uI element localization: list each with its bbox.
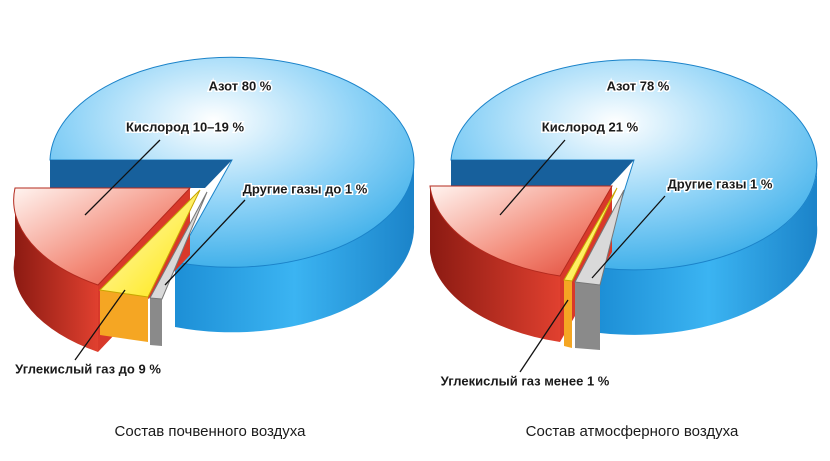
wedge-side bbox=[600, 160, 818, 335]
pie-soil: Азот 80 % Кислород 10–19 % Другие газы д… bbox=[13, 56, 415, 440]
wedge-face bbox=[575, 282, 600, 350]
wedge-top bbox=[49, 56, 415, 268]
pie-atmosphere: Азот 78 % Кислород 21 % Другие газы 1 % … bbox=[429, 59, 818, 440]
wedge-side bbox=[175, 160, 415, 333]
wedge-top bbox=[149, 191, 208, 300]
cut-wall bbox=[50, 160, 232, 188]
leader-line bbox=[74, 289, 126, 361]
wedge-side bbox=[13, 188, 99, 352]
wedge-top bbox=[429, 185, 613, 277]
leader-line bbox=[499, 139, 566, 216]
wedge-face bbox=[564, 280, 572, 348]
label: Азот 78 % bbox=[607, 78, 670, 93]
leader-line bbox=[519, 299, 569, 373]
caption: Состав атмосферного воздуха bbox=[526, 423, 739, 440]
caption: Состав почвенного воздуха bbox=[115, 423, 307, 440]
wedge-top bbox=[98, 189, 201, 298]
leader-line bbox=[164, 199, 246, 286]
label: Кислород 10–19 % bbox=[126, 119, 245, 134]
wedge-top bbox=[563, 187, 618, 282]
label: Азот 80 % bbox=[209, 78, 272, 93]
label: Углекислый газ до 9 % bbox=[15, 361, 161, 376]
wedge-face bbox=[150, 298, 162, 346]
label: Другие газы до 1 % bbox=[243, 181, 368, 196]
wedge-top bbox=[13, 187, 192, 286]
leader-line bbox=[591, 195, 666, 279]
cut-wall bbox=[451, 160, 634, 186]
wedge-top bbox=[450, 59, 818, 271]
leader-line bbox=[84, 139, 161, 216]
label: Другие газы 1 % bbox=[668, 176, 773, 191]
label: Углекислый газ менее 1 % bbox=[441, 373, 610, 388]
wedge-side bbox=[430, 186, 560, 342]
label: Кислород 21 % bbox=[542, 119, 639, 134]
wedge-face bbox=[100, 290, 148, 342]
wedge-top bbox=[574, 189, 625, 286]
